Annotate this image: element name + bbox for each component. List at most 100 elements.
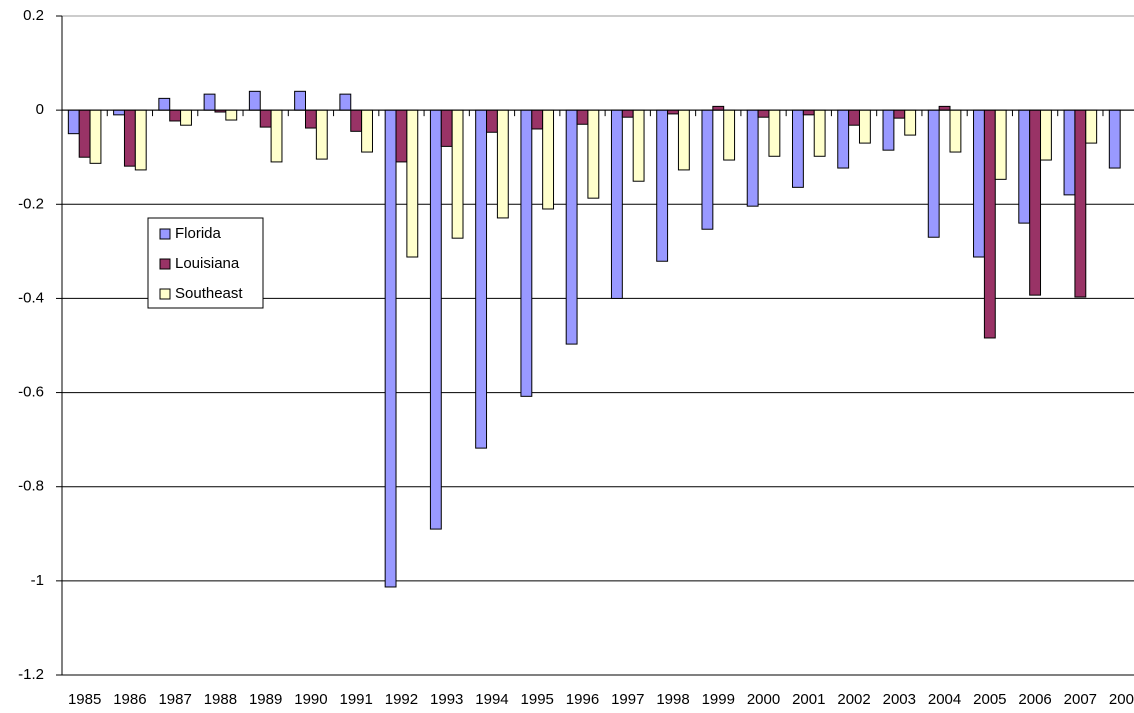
bar xyxy=(315,109,328,160)
bar xyxy=(746,109,759,207)
bar xyxy=(848,109,860,126)
bar xyxy=(123,109,136,167)
legend-swatch xyxy=(159,228,171,240)
y-tick-label: -0.4 xyxy=(18,289,44,306)
bar xyxy=(406,109,419,258)
x-tick-label: 2000 xyxy=(747,691,780,708)
bar xyxy=(542,109,555,210)
x-tick-label: 1985 xyxy=(68,691,101,708)
x-tick-label: 2001 xyxy=(792,691,825,708)
x-tick-label: 1995 xyxy=(521,691,554,708)
bar xyxy=(304,109,317,129)
bar xyxy=(520,109,533,397)
bar xyxy=(475,109,488,449)
bar xyxy=(677,109,690,171)
x-tick-label: 1990 xyxy=(294,691,327,708)
bar xyxy=(858,109,871,144)
bar xyxy=(949,109,962,153)
bar xyxy=(1108,109,1121,169)
bar xyxy=(791,109,804,188)
bar xyxy=(1063,109,1076,196)
legend-label: Southeast xyxy=(175,285,243,302)
bar xyxy=(927,109,940,238)
y-tick-label: -0.6 xyxy=(18,384,44,401)
y-tick-label: -0.8 xyxy=(18,478,44,495)
bar xyxy=(169,109,182,122)
bar xyxy=(395,109,408,163)
x-tick-label: 2005 xyxy=(973,691,1006,708)
legend-label: Florida xyxy=(175,225,222,242)
x-tick-label: 2006 xyxy=(1018,691,1051,708)
x-tick-label: 2007 xyxy=(1064,691,1097,708)
bar xyxy=(837,109,850,169)
x-tick-label: 1987 xyxy=(158,691,191,708)
bar xyxy=(225,109,238,121)
legend-label: Louisiana xyxy=(175,255,240,272)
bar xyxy=(451,109,464,239)
x-tick-label: 1991 xyxy=(340,691,373,708)
bar xyxy=(983,109,996,339)
bar xyxy=(294,90,306,111)
legend-swatch xyxy=(159,288,171,300)
x-tick-label: 2002 xyxy=(837,691,870,708)
bar xyxy=(339,93,352,111)
x-tick-label: 1994 xyxy=(475,691,508,708)
x-tick-label: 1999 xyxy=(702,691,735,708)
bar xyxy=(1029,109,1042,296)
y-tick-label: -1.2 xyxy=(18,666,44,683)
x-tick-label: 1998 xyxy=(656,691,689,708)
y-tick-label: -1 xyxy=(31,572,44,589)
bar xyxy=(893,109,906,119)
bar xyxy=(531,109,544,130)
bar xyxy=(1018,109,1031,224)
y-tick-label: 0.2 xyxy=(23,7,44,24)
x-tick-label: 1989 xyxy=(249,691,282,708)
bar xyxy=(67,109,80,135)
bar xyxy=(712,105,725,111)
bar xyxy=(89,109,102,164)
y-tick-label: 0 xyxy=(36,101,44,118)
bar xyxy=(701,109,714,230)
bar xyxy=(802,109,815,116)
bar xyxy=(656,109,669,262)
bar xyxy=(973,109,985,258)
bar xyxy=(587,109,600,199)
bar xyxy=(1074,109,1087,298)
bar xyxy=(904,109,917,136)
bar xyxy=(180,109,192,126)
bar xyxy=(813,109,826,157)
x-tick-label: 1986 xyxy=(113,691,146,708)
x-tick-label: 1993 xyxy=(430,691,463,708)
bar xyxy=(134,109,147,171)
bar xyxy=(429,109,442,530)
x-tick-label: 2004 xyxy=(928,691,961,708)
bar xyxy=(113,109,125,116)
bar xyxy=(667,109,679,115)
bar xyxy=(1085,109,1098,144)
legend-swatch xyxy=(159,258,171,270)
x-tick-label: 2008 xyxy=(1109,691,1134,708)
bar xyxy=(158,97,171,111)
bar xyxy=(621,109,634,118)
bar xyxy=(994,109,1007,180)
x-tick-label: 1992 xyxy=(385,691,418,708)
bar xyxy=(768,109,781,157)
bar xyxy=(270,109,283,163)
bar xyxy=(361,109,373,153)
bar xyxy=(565,109,578,345)
bar xyxy=(882,109,895,151)
bar xyxy=(440,109,453,147)
bar xyxy=(576,109,589,125)
x-tick-label: 1997 xyxy=(611,691,644,708)
bar xyxy=(632,109,645,182)
bar xyxy=(350,109,363,132)
bar xyxy=(610,109,623,299)
bar xyxy=(203,93,216,111)
bar xyxy=(248,90,261,111)
bar xyxy=(1040,109,1052,161)
bar xyxy=(757,109,770,118)
bar xyxy=(486,109,498,133)
x-tick-label: 1988 xyxy=(204,691,237,708)
